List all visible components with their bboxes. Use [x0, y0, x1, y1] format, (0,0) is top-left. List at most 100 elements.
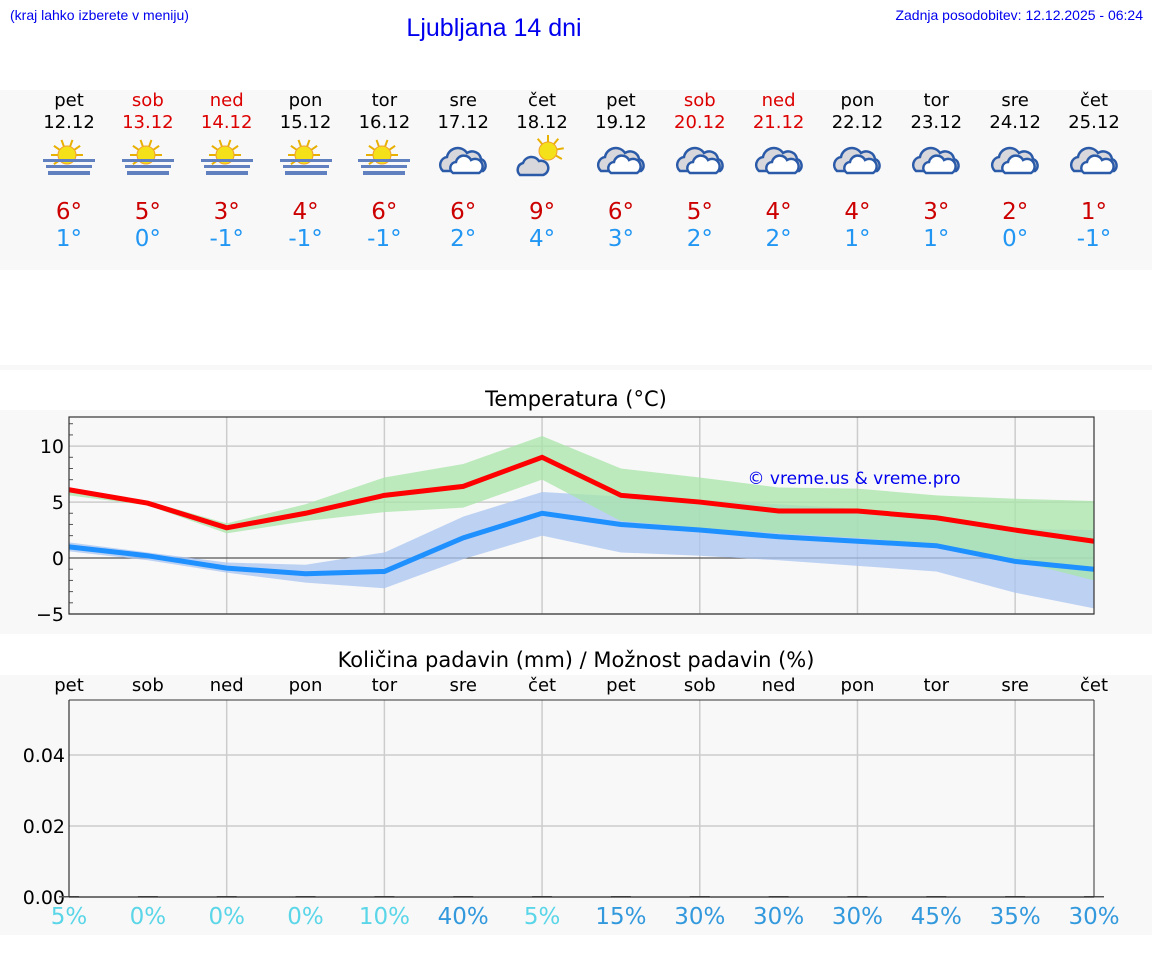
low-temp: 3° — [607, 226, 634, 252]
sun-fog-icon — [200, 139, 253, 175]
high-temp: 6° — [450, 199, 477, 225]
precip-probability: 10% — [358, 904, 410, 930]
sun-fog-icon — [358, 139, 411, 175]
precip-day-label: sob — [683, 675, 716, 696]
day-name: tor — [923, 90, 950, 111]
day-name: pon — [288, 90, 323, 111]
day-name: pet — [606, 90, 636, 111]
precip-day-label: ned — [761, 675, 796, 696]
cloudy-icon — [912, 146, 961, 175]
day-date: 25.12 — [1068, 112, 1120, 133]
low-temp: 0° — [134, 226, 161, 252]
high-temp: 3° — [213, 199, 240, 225]
high-temp: 5° — [686, 199, 713, 225]
last-updated: Zadnja posodobitev: 12.12.2025 - 06:24 — [895, 7, 1143, 23]
y-tick-label: 10 — [40, 436, 64, 458]
watermark: © vreme.us & vreme.pro — [747, 469, 960, 489]
precip-probability: 35% — [989, 904, 1041, 930]
plot-frame — [68, 416, 1095, 615]
precipitation-section — [0, 675, 1152, 935]
day-name: tor — [371, 90, 398, 111]
high-temp: 2° — [1002, 199, 1029, 225]
day-date: 22.12 — [831, 112, 884, 133]
temperature-range-band — [69, 436, 1094, 581]
day-name: sre — [1001, 90, 1029, 111]
day-date: 12.12 — [43, 112, 95, 133]
sun-fog-icon — [279, 139, 332, 175]
high-temp: 5° — [134, 199, 161, 225]
y-tick-label: 0.00 — [23, 887, 65, 909]
temperature-chart: −5 0 5 10 © vreme.us & vreme.pro — [36, 416, 1095, 626]
day-date: 19.12 — [595, 112, 647, 133]
day-date: 24.12 — [989, 112, 1041, 133]
precip-day-label: čet — [1079, 675, 1109, 696]
cloudy-icon — [1069, 146, 1118, 175]
day-name: sre — [449, 90, 477, 111]
precip-day-label: sob — [131, 675, 164, 696]
y-tick-label: 0.04 — [23, 745, 65, 767]
day-name: sob — [131, 90, 164, 111]
precip-probability: 0% — [129, 904, 167, 930]
precip-probability: 0% — [287, 904, 324, 930]
day-date: 15.12 — [279, 112, 332, 133]
sun-fog-icon — [121, 139, 174, 175]
divider — [0, 365, 1152, 370]
precip-probability: 15% — [595, 904, 647, 930]
day-date: 21.12 — [752, 112, 805, 133]
day-name: ned — [761, 90, 796, 111]
cloudy-icon — [754, 146, 803, 175]
max-temperature-line — [68, 454, 1095, 544]
precip-probability: 5% — [50, 904, 88, 930]
day-name: sob — [683, 90, 716, 111]
day-name: čet — [1079, 90, 1109, 111]
precip-probability: 30% — [753, 904, 805, 930]
precip-day-label: tor — [371, 675, 398, 696]
temperature-chart-title: Temperatura (°C) — [485, 387, 667, 411]
high-temp: 4° — [844, 199, 871, 225]
low-temp: 1° — [923, 226, 950, 252]
low-temp: 1° — [844, 226, 871, 252]
precip-probability: 30% — [674, 904, 726, 930]
cloudy-icon — [439, 146, 488, 175]
day-date: 18.12 — [516, 112, 568, 133]
partly-cloudy-icon — [516, 135, 564, 177]
day-date: 14.12 — [200, 112, 253, 133]
high-temp: 4° — [765, 199, 792, 225]
precip-probability: 40% — [437, 904, 489, 930]
low-temp: 2° — [450, 226, 477, 252]
low-temp: 2° — [765, 226, 792, 252]
precip-probability: 0% — [208, 904, 245, 930]
cloudy-icon — [833, 146, 882, 175]
day-date: 16.12 — [358, 112, 411, 133]
y-tick-label: 5 — [52, 492, 64, 514]
low-temp: -1° — [1076, 226, 1112, 252]
high-temp: 6° — [55, 199, 83, 225]
high-temp: 9° — [528, 199, 556, 225]
precip-day-label: čet — [528, 675, 557, 696]
precip-day-label: sre — [1001, 675, 1029, 696]
precip-day-label: pon — [840, 675, 875, 696]
precip-day-label: pet — [54, 675, 84, 696]
low-temp: 4° — [528, 226, 556, 252]
high-temp: 3° — [923, 199, 950, 225]
location-menu-hint: (kraj lahko izberete v meniju) — [10, 7, 189, 23]
low-temp: 1° — [55, 226, 83, 252]
low-temp: -1° — [209, 226, 244, 252]
high-temp: 4° — [292, 199, 319, 225]
page-title: Ljubljana 14 dni — [406, 14, 582, 42]
min-temperature-line — [68, 510, 1095, 577]
y-tick-label: 0.02 — [23, 816, 65, 838]
low-temp: -1° — [288, 226, 323, 252]
low-temp: -1° — [367, 226, 402, 252]
day-name: pon — [840, 90, 875, 111]
cloudy-icon — [675, 146, 724, 175]
precip-probability: 5% — [523, 904, 561, 930]
daily-forecast-strip — [0, 90, 1152, 270]
high-temp: 6° — [607, 199, 634, 225]
cloudy-icon — [596, 146, 645, 175]
sun-fog-icon — [43, 139, 95, 175]
day-date: 23.12 — [910, 112, 963, 133]
cloudy-icon — [991, 146, 1039, 175]
day-date: 17.12 — [437, 112, 489, 133]
low-temp: 2° — [686, 226, 713, 252]
